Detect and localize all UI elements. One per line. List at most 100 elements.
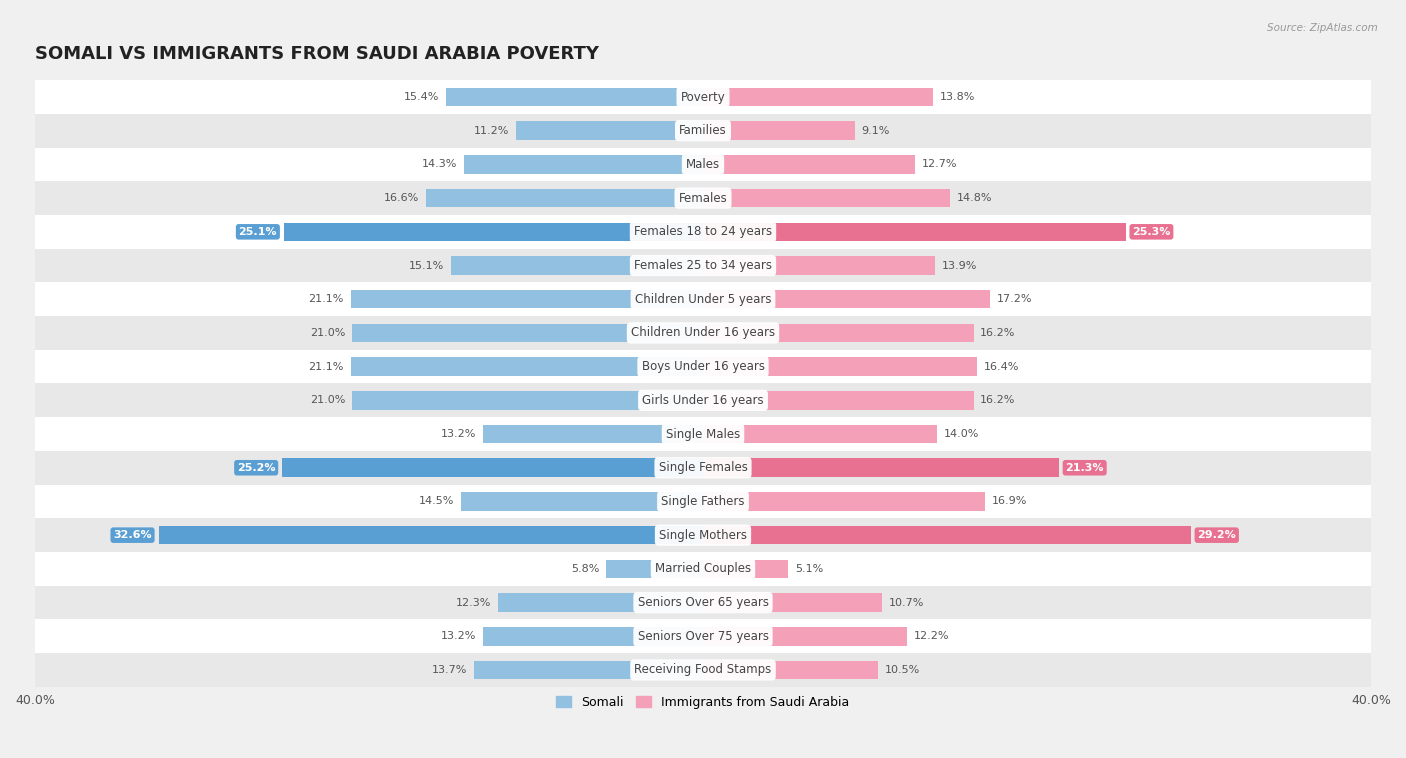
Bar [35, 552, 1371, 586]
Bar [461, 492, 703, 511]
Bar [35, 249, 1371, 283]
Text: 5.1%: 5.1% [794, 564, 823, 574]
Text: Females 25 to 34 years: Females 25 to 34 years [634, 259, 772, 272]
Bar [35, 451, 1371, 484]
Bar [350, 357, 703, 376]
Bar [35, 283, 1371, 316]
Text: 12.2%: 12.2% [914, 631, 949, 641]
Text: 25.1%: 25.1% [239, 227, 277, 236]
Text: 10.5%: 10.5% [884, 665, 921, 675]
Bar [703, 155, 915, 174]
Text: 32.6%: 32.6% [114, 530, 152, 540]
Text: Receiving Food Stamps: Receiving Food Stamps [634, 663, 772, 676]
Text: 21.1%: 21.1% [308, 294, 344, 304]
Text: Females 18 to 24 years: Females 18 to 24 years [634, 225, 772, 238]
Bar [703, 357, 977, 376]
Bar [703, 256, 935, 275]
Text: 16.2%: 16.2% [980, 396, 1015, 406]
Text: 25.2%: 25.2% [238, 462, 276, 473]
Text: 13.7%: 13.7% [432, 665, 468, 675]
Bar [35, 148, 1371, 181]
Bar [703, 459, 1059, 477]
Text: 16.6%: 16.6% [384, 193, 419, 203]
Bar [35, 80, 1371, 114]
Text: Seniors Over 65 years: Seniors Over 65 years [637, 596, 769, 609]
Text: 14.0%: 14.0% [943, 429, 979, 439]
Text: Poverty: Poverty [681, 90, 725, 104]
Text: Seniors Over 75 years: Seniors Over 75 years [637, 630, 769, 643]
Bar [703, 661, 879, 679]
Text: Girls Under 16 years: Girls Under 16 years [643, 394, 763, 407]
Text: 13.9%: 13.9% [942, 261, 977, 271]
Bar [353, 391, 703, 409]
Bar [703, 424, 936, 443]
Bar [703, 492, 986, 511]
Text: 9.1%: 9.1% [862, 126, 890, 136]
Bar [464, 155, 703, 174]
Bar [35, 349, 1371, 384]
Text: Single Males: Single Males [666, 428, 740, 440]
Text: 15.1%: 15.1% [409, 261, 444, 271]
Bar [516, 121, 703, 140]
Bar [703, 526, 1191, 544]
Text: 15.4%: 15.4% [404, 92, 439, 102]
Bar [350, 290, 703, 309]
Bar [703, 627, 907, 646]
Bar [35, 181, 1371, 215]
Text: Females: Females [679, 192, 727, 205]
Text: 21.1%: 21.1% [308, 362, 344, 371]
Text: 25.3%: 25.3% [1132, 227, 1171, 236]
Bar [35, 316, 1371, 349]
Text: Children Under 5 years: Children Under 5 years [634, 293, 772, 305]
Text: Males: Males [686, 158, 720, 171]
Bar [703, 324, 973, 342]
Bar [482, 424, 703, 443]
Text: 13.8%: 13.8% [941, 92, 976, 102]
Text: 21.3%: 21.3% [1066, 462, 1104, 473]
Bar [35, 215, 1371, 249]
Bar [482, 627, 703, 646]
Text: 5.8%: 5.8% [571, 564, 599, 574]
Text: Married Couples: Married Couples [655, 562, 751, 575]
Text: SOMALI VS IMMIGRANTS FROM SAUDI ARABIA POVERTY: SOMALI VS IMMIGRANTS FROM SAUDI ARABIA P… [35, 45, 599, 64]
Text: Single Fathers: Single Fathers [661, 495, 745, 508]
Text: Single Mothers: Single Mothers [659, 528, 747, 542]
Text: 10.7%: 10.7% [889, 597, 924, 608]
Text: 14.5%: 14.5% [419, 496, 454, 506]
Bar [703, 391, 973, 409]
Text: 14.8%: 14.8% [957, 193, 993, 203]
Text: Boys Under 16 years: Boys Under 16 years [641, 360, 765, 373]
Text: 11.2%: 11.2% [474, 126, 509, 136]
Bar [606, 559, 703, 578]
Bar [353, 324, 703, 342]
Bar [703, 290, 990, 309]
Text: Source: ZipAtlas.com: Source: ZipAtlas.com [1267, 23, 1378, 33]
Bar [446, 88, 703, 106]
Legend: Somali, Immigrants from Saudi Arabia: Somali, Immigrants from Saudi Arabia [551, 691, 855, 714]
Bar [35, 653, 1371, 687]
Bar [498, 594, 703, 612]
Bar [703, 559, 789, 578]
Bar [703, 88, 934, 106]
Text: Single Females: Single Females [658, 462, 748, 475]
Bar [283, 459, 703, 477]
Bar [474, 661, 703, 679]
Text: 12.3%: 12.3% [456, 597, 491, 608]
Text: 13.2%: 13.2% [440, 631, 475, 641]
Text: 21.0%: 21.0% [311, 396, 346, 406]
Bar [35, 484, 1371, 518]
Bar [703, 594, 882, 612]
Bar [703, 121, 855, 140]
Bar [35, 114, 1371, 148]
Bar [159, 526, 703, 544]
Text: Children Under 16 years: Children Under 16 years [631, 327, 775, 340]
Text: 16.4%: 16.4% [984, 362, 1019, 371]
Bar [284, 223, 703, 241]
Bar [451, 256, 703, 275]
Text: Families: Families [679, 124, 727, 137]
Text: 16.9%: 16.9% [993, 496, 1028, 506]
Bar [703, 223, 1126, 241]
Bar [35, 619, 1371, 653]
Bar [703, 189, 950, 208]
Bar [35, 384, 1371, 417]
